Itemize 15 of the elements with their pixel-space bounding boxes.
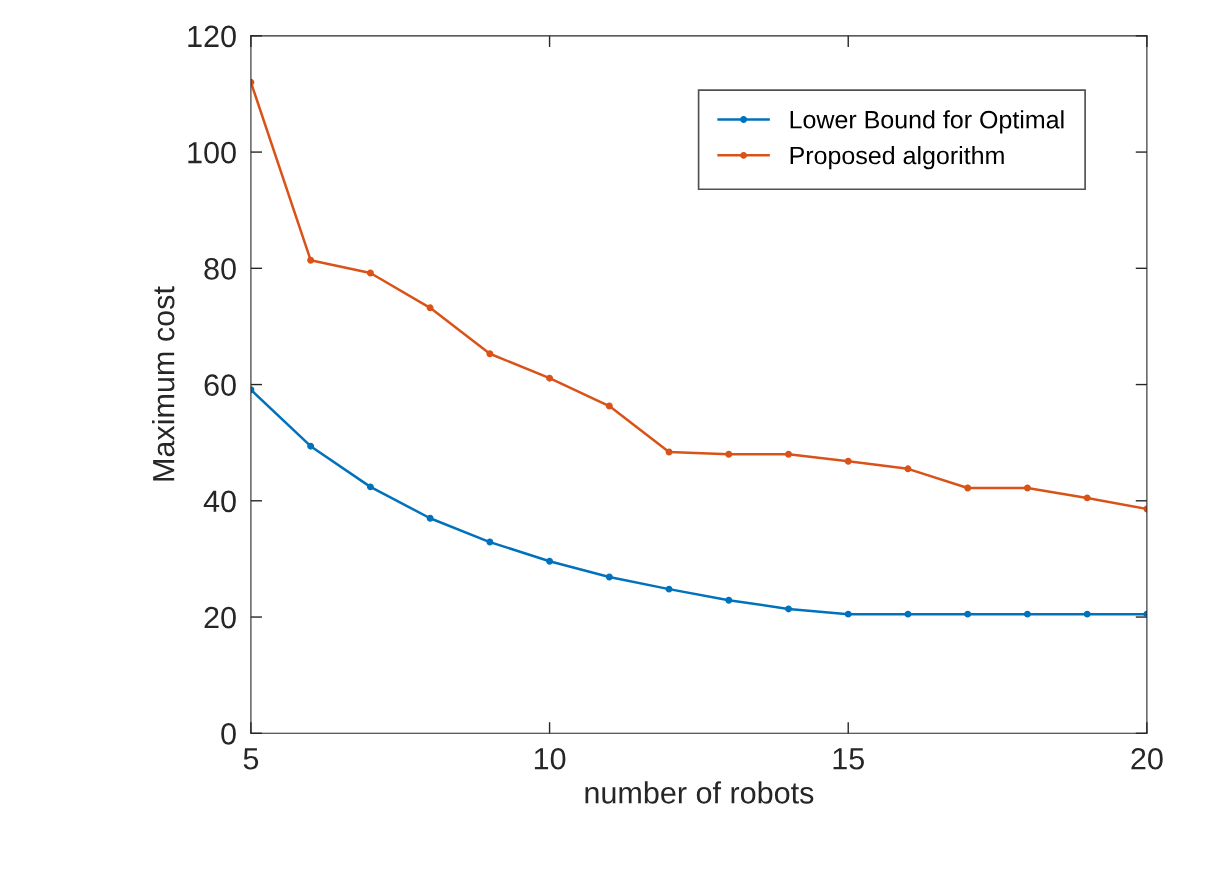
x-tick-label: 15: [833, 748, 864, 770]
y-tick-label: 80: [204, 258, 236, 280]
y-axis-title: Maximum cost: [152, 286, 175, 481]
y-tick-label: 20: [204, 606, 236, 629]
legend-label: Lower Bound for Optimal: [790, 110, 1064, 134]
y-tick-label: 40: [203, 490, 236, 513]
x-tick-label: 10: [534, 747, 566, 770]
x-axis-title: number of robots: [585, 781, 814, 804]
y-tick-label: 60: [204, 374, 236, 396]
x-tick-label: 20: [1131, 747, 1163, 770]
y-tick-label: 100: [188, 141, 236, 164]
y-tick-label: 120: [188, 25, 236, 48]
x-tick-label: 5: [243, 748, 259, 770]
legend-label: Proposed algorithm: [790, 145, 1004, 170]
y-tick-label: 0: [221, 723, 236, 745]
